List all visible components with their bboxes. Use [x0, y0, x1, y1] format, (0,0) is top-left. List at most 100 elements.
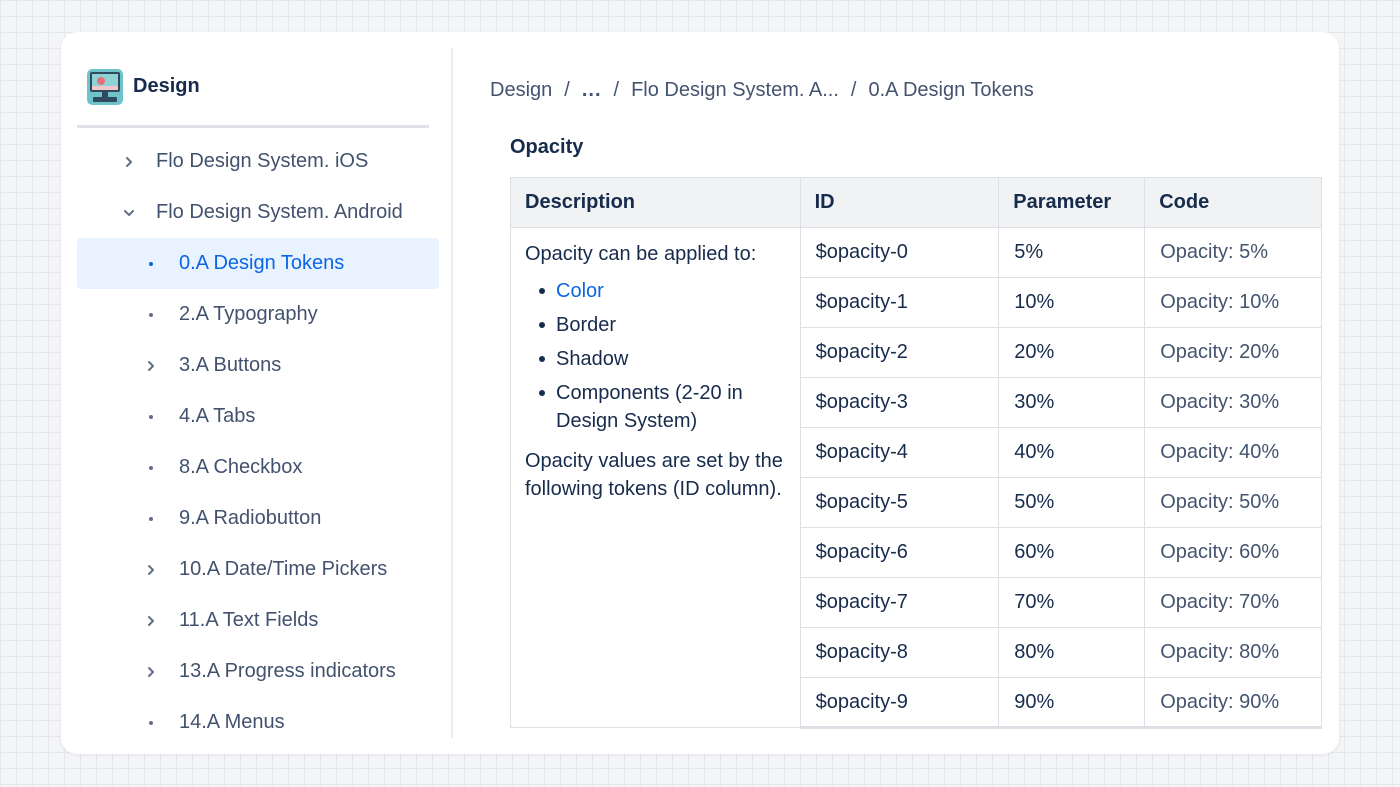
tree-item-flo-ios[interactable]: Flo Design System. iOS [77, 136, 439, 187]
parameter-cell: 10% [998, 277, 1146, 328]
parameter-cell: 60% [998, 527, 1146, 578]
breadcrumb-separator: / [613, 78, 620, 101]
bullet-icon [141, 305, 161, 325]
column-header-code: Code [1144, 177, 1322, 228]
tree-item-label: 3.A Buttons [179, 354, 282, 376]
column-header-parameter: Parameter [998, 177, 1146, 228]
space-header[interactable]: Design [77, 48, 429, 128]
chevron-right-icon[interactable] [141, 611, 161, 631]
breadcrumb-separator: / [850, 78, 857, 101]
tree-item-label: Flo Design System. Android [156, 201, 403, 223]
space-title: Design [133, 75, 200, 97]
tree-item-flo-android[interactable]: Flo Design System. Android [77, 187, 439, 238]
token-id-cell: $opacity-1 [799, 277, 1000, 328]
token-id-cell: $opacity-8 [799, 627, 1000, 678]
code-cell: Opacity: 50% [1144, 477, 1322, 528]
tree-item-label: 4.A Tabs [179, 405, 256, 427]
description-cell: Opacity can be applied to: Color Border … [510, 227, 801, 728]
token-id-cell: $opacity-0 [799, 227, 1000, 278]
parameter-cell: 20% [998, 327, 1146, 378]
code-cell: Opacity: 10% [1144, 277, 1322, 328]
tree-item-text-fields[interactable]: 11.A Text Fields [77, 595, 439, 646]
parameter-cell: 5% [998, 227, 1146, 278]
bullet-icon [141, 509, 161, 529]
bullet-icon [141, 713, 161, 733]
tree-item-label: 10.A Date/Time Pickers [179, 558, 388, 580]
breadcrumb: Design / ... / Flo Design System. A... /… [490, 78, 1034, 102]
tree-item-label: 8.A Checkbox [179, 456, 303, 478]
code-cell: Opacity: 80% [1144, 627, 1322, 678]
tree-item-menus[interactable]: 14.A Menus [77, 697, 439, 738]
code-cell: Opacity: 30% [1144, 377, 1322, 428]
description-intro: Opacity can be applied to: [525, 243, 757, 265]
table-row: $opacity-1 10% Opacity: 10% [511, 277, 1322, 328]
description-outro: Opacity values are set by the following … [525, 450, 783, 500]
tree-item-checkbox[interactable]: 8.A Checkbox [77, 442, 439, 493]
list-item: Shadow [525, 345, 786, 373]
bullet-icon [141, 254, 161, 274]
page-tree: Flo Design System. iOS Flo Design System… [77, 136, 439, 738]
token-id-cell: $opacity-3 [799, 377, 1000, 428]
chevron-down-icon[interactable] [119, 203, 139, 223]
breadcrumb-item-design[interactable]: Design [490, 78, 553, 101]
table-row: $opacity-7 70% Opacity: 70% [511, 577, 1322, 628]
token-id-cell: $opacity-6 [799, 527, 1000, 578]
tree-item-typography[interactable]: 2.A Typography [77, 289, 439, 340]
tree-item-label: 14.A Menus [179, 711, 285, 733]
column-header-description: Description [510, 177, 801, 228]
tree-item-date-time-pickers[interactable]: 10.A Date/Time Pickers [77, 544, 439, 595]
parameter-cell: 80% [998, 627, 1146, 678]
bullet-icon [141, 407, 161, 427]
code-cell: Opacity: 60% [1144, 527, 1322, 578]
code-cell: Opacity: 70% [1144, 577, 1322, 628]
tree-item-label: 13.A Progress indicators [179, 660, 396, 682]
parameter-cell: 50% [998, 477, 1146, 528]
tree-item-design-tokens[interactable]: 0.A Design Tokens [77, 238, 439, 289]
breadcrumb-item-flo-android[interactable]: Flo Design System. A... [631, 78, 839, 101]
tree-item-buttons[interactable]: 3.A Buttons [77, 340, 439, 391]
description-list: Color Border Shadow Components (2-20 in … [525, 277, 786, 435]
parameter-cell: 70% [998, 577, 1146, 628]
table-row: $opacity-6 60% Opacity: 60% [511, 527, 1322, 578]
chevron-right-icon[interactable] [119, 152, 139, 172]
token-id-cell: $opacity-9 [799, 677, 1000, 729]
page-card: Design Flo Design System. iOS Flo Design… [61, 32, 1339, 754]
token-id-cell: $opacity-7 [799, 577, 1000, 628]
code-cell: Opacity: 90% [1144, 677, 1322, 729]
tree-item-radiobutton[interactable]: 9.A Radiobutton [77, 493, 439, 544]
column-header-id: ID [799, 177, 1000, 228]
table-header-row: Description ID Parameter Code [510, 177, 1322, 228]
color-link[interactable]: Color [525, 277, 786, 305]
bullet-icon [141, 458, 161, 478]
breadcrumb-item-current[interactable]: 0.A Design Tokens [868, 78, 1034, 101]
sidebar: Design Flo Design System. iOS Flo Design… [61, 48, 453, 738]
parameter-cell: 90% [998, 677, 1146, 729]
tree-item-label: Flo Design System. iOS [156, 150, 369, 172]
code-cell: Opacity: 5% [1144, 227, 1322, 278]
main-content: Design / ... / Flo Design System. A... /… [490, 32, 1339, 754]
tree-item-progress-indicators[interactable]: 13.A Progress indicators [77, 646, 439, 697]
breadcrumb-ellipsis-button[interactable]: ... [581, 78, 602, 101]
table-row: Opacity can be applied to: Color Border … [510, 227, 1322, 728]
tree-item-label: 2.A Typography [179, 303, 318, 325]
tree-item-label: 0.A Design Tokens [179, 252, 345, 274]
tree-item-label: 9.A Radiobutton [179, 507, 322, 529]
table-row: $opacity-3 30% Opacity: 30% [511, 377, 1322, 428]
token-id-cell: $opacity-5 [799, 477, 1000, 528]
list-item: Border [525, 311, 786, 339]
section-heading: Opacity [510, 136, 584, 158]
table-row: $opacity-9 90% Opacity: 90% [511, 677, 1322, 729]
monitor-icon [87, 68, 123, 105]
chevron-right-icon[interactable] [141, 662, 161, 682]
chevron-right-icon[interactable] [141, 356, 161, 376]
parameter-cell: 40% [998, 427, 1146, 478]
parameter-cell: 30% [998, 377, 1146, 428]
chevron-right-icon[interactable] [141, 560, 161, 580]
breadcrumb-separator: / [564, 78, 570, 101]
list-item: Components (2-20 in Design System) [525, 379, 786, 435]
code-cell: Opacity: 40% [1144, 427, 1322, 478]
code-cell: Opacity: 20% [1144, 327, 1322, 378]
tree-item-label: 11.A Text Fields [179, 609, 319, 631]
tree-item-tabs[interactable]: 4.A Tabs [77, 391, 439, 442]
table-row: $opacity-4 40% Opacity: 40% [511, 427, 1322, 478]
